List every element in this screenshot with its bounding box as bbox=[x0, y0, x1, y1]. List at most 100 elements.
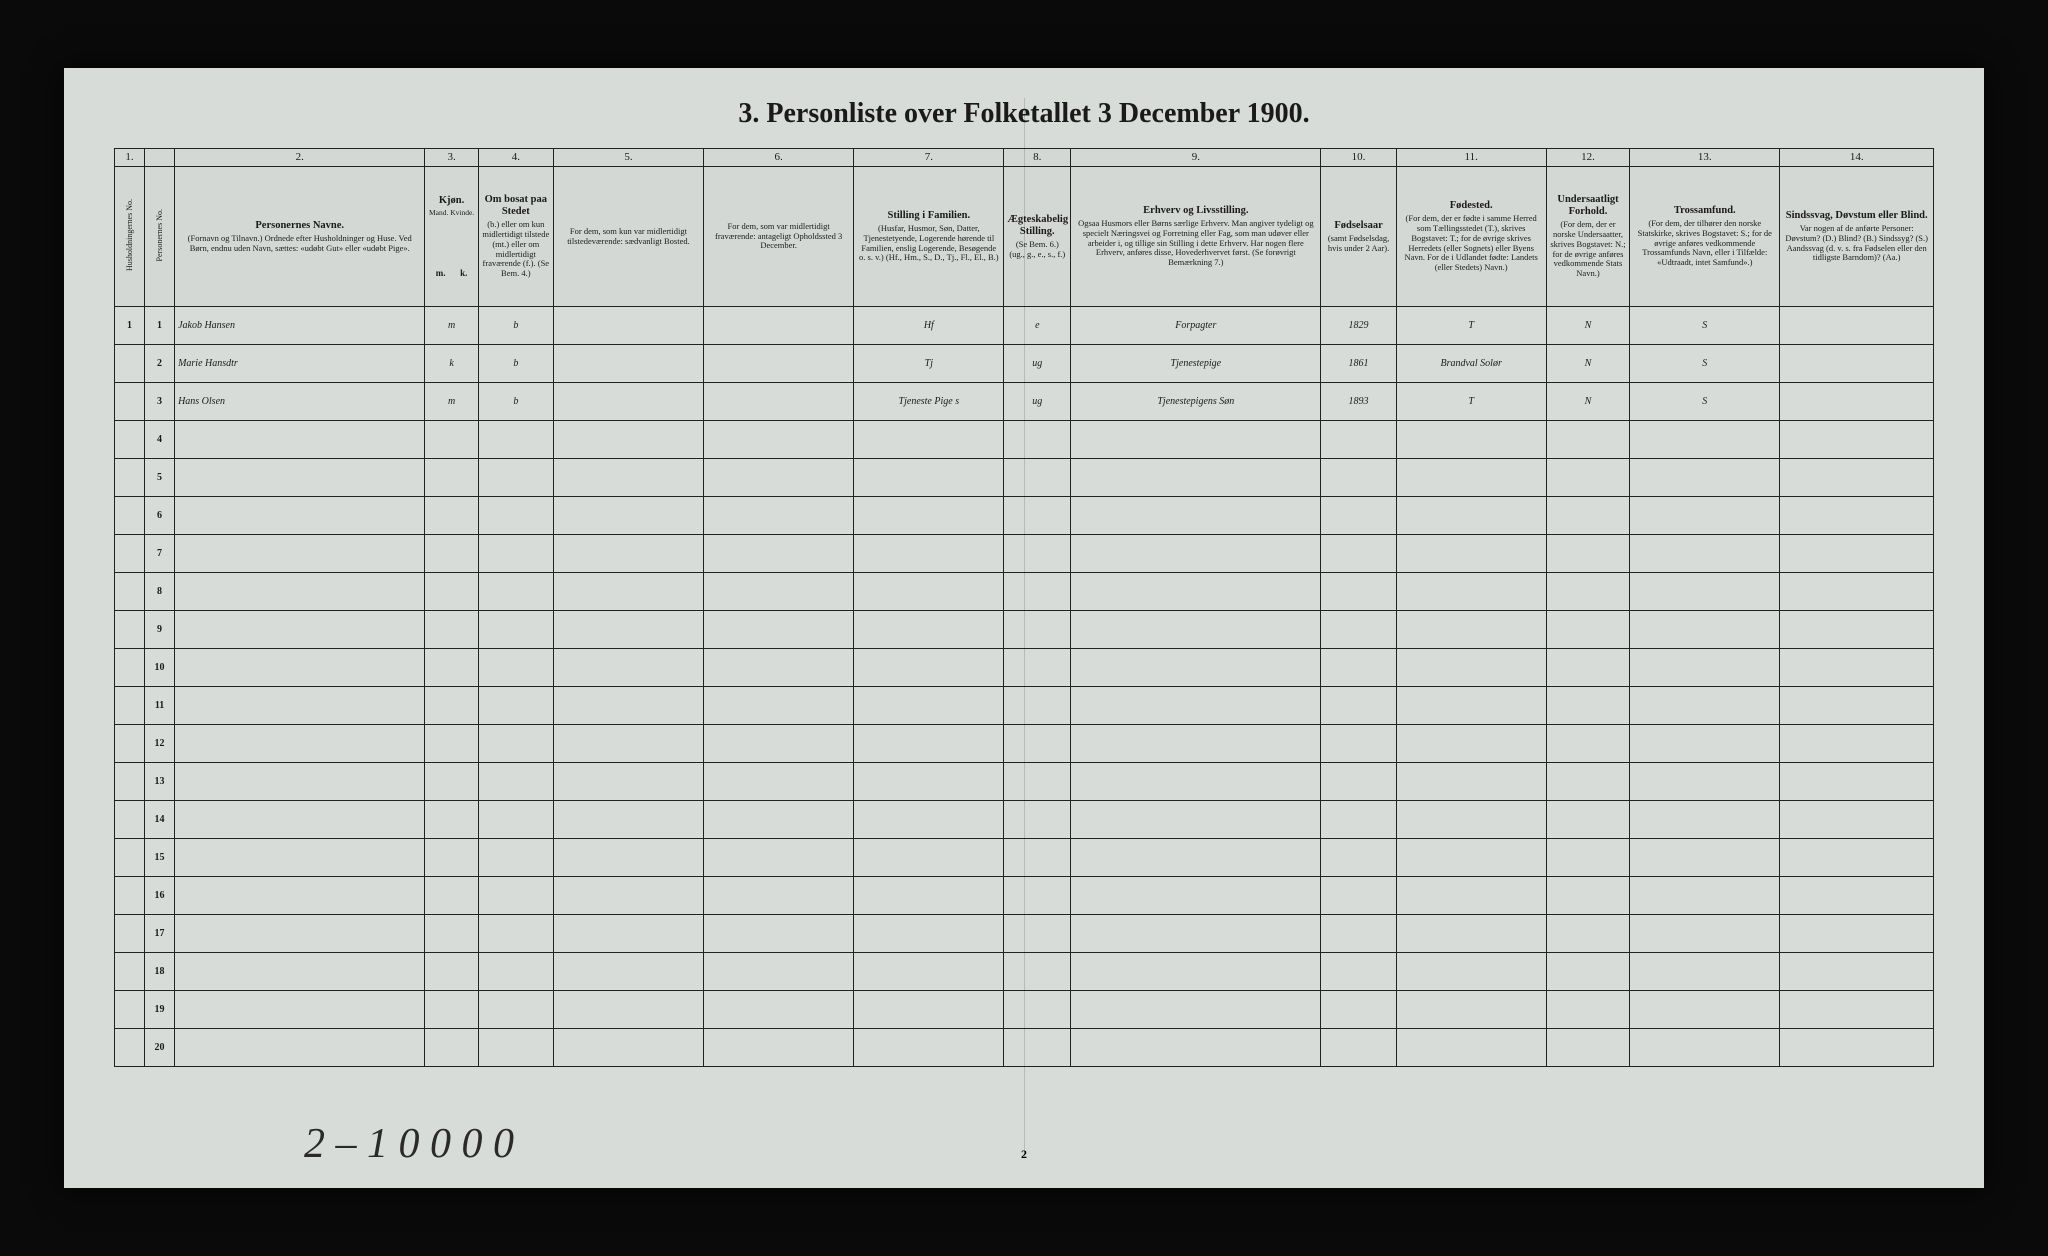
cell-empty bbox=[115, 953, 145, 991]
cell-empty bbox=[1630, 801, 1780, 839]
cell-c14 bbox=[1780, 307, 1934, 345]
cell-nat: N bbox=[1546, 307, 1629, 345]
cell-empty bbox=[115, 839, 145, 877]
cell-empty bbox=[1780, 497, 1934, 535]
cell-empty bbox=[1004, 1029, 1071, 1067]
cell-empty: 5 bbox=[145, 459, 175, 497]
cell-empty bbox=[175, 725, 425, 763]
cell-empty bbox=[1630, 763, 1780, 801]
cell-empty bbox=[1004, 573, 1071, 611]
cell-empty bbox=[1546, 573, 1629, 611]
cell-empty bbox=[425, 725, 478, 763]
cell-sex: m bbox=[425, 383, 478, 421]
cell-empty bbox=[425, 611, 478, 649]
cell-empty bbox=[425, 459, 478, 497]
cell-empty bbox=[115, 915, 145, 953]
cell-empty bbox=[115, 459, 145, 497]
cell-empty bbox=[1396, 725, 1546, 763]
cell-empty bbox=[553, 801, 703, 839]
cell-empty: 20 bbox=[145, 1029, 175, 1067]
cell-empty bbox=[1321, 915, 1396, 953]
cell-empty bbox=[1780, 763, 1934, 801]
cell-empty bbox=[1004, 915, 1071, 953]
cell-empty bbox=[1630, 497, 1780, 535]
col-header-13: Trossamfund.(For dem, der tilhører den n… bbox=[1630, 167, 1780, 307]
cell-empty bbox=[1396, 801, 1546, 839]
cell-res: b bbox=[478, 307, 553, 345]
col-num-13: 13. bbox=[1630, 149, 1780, 167]
cell-empty bbox=[704, 1029, 854, 1067]
cell-nat: N bbox=[1546, 383, 1629, 421]
cell-empty bbox=[854, 991, 1004, 1029]
cell-empty bbox=[1071, 649, 1321, 687]
cell-empty bbox=[1780, 953, 1934, 991]
cell-empty bbox=[1071, 725, 1321, 763]
cell-empty bbox=[1546, 991, 1629, 1029]
cell-empty bbox=[1071, 953, 1321, 991]
cell-empty bbox=[1630, 991, 1780, 1029]
cell-empty bbox=[1321, 991, 1396, 1029]
cell-empty bbox=[175, 801, 425, 839]
center-fold bbox=[1024, 98, 1025, 1158]
cell-hh bbox=[115, 345, 145, 383]
cell-empty bbox=[1071, 421, 1321, 459]
cell-empty bbox=[704, 497, 854, 535]
col-num-8: 8. bbox=[1004, 149, 1071, 167]
cell-empty bbox=[115, 649, 145, 687]
cell-empty bbox=[553, 953, 703, 991]
cell-empty bbox=[1780, 1029, 1934, 1067]
cell-empty bbox=[478, 1029, 553, 1067]
cell-empty bbox=[1396, 953, 1546, 991]
cell-empty bbox=[1004, 763, 1071, 801]
cell-empty: 10 bbox=[145, 649, 175, 687]
cell-empty bbox=[1630, 535, 1780, 573]
cell-empty bbox=[553, 915, 703, 953]
col-header-0: Husholdningernes No. bbox=[115, 167, 145, 307]
cell-empty bbox=[704, 877, 854, 915]
cell-empty: 19 bbox=[145, 991, 175, 1029]
cell-empty bbox=[553, 877, 703, 915]
cell-empty bbox=[1396, 763, 1546, 801]
cell-empty bbox=[1321, 497, 1396, 535]
cell-empty bbox=[175, 573, 425, 611]
cell-empty: 12 bbox=[145, 725, 175, 763]
cell-empty bbox=[1546, 459, 1629, 497]
cell-empty bbox=[704, 801, 854, 839]
cell-empty bbox=[854, 459, 1004, 497]
cell-empty bbox=[1321, 953, 1396, 991]
col-num-9: 9. bbox=[1071, 149, 1321, 167]
cell-empty bbox=[1004, 687, 1071, 725]
cell-empty bbox=[704, 611, 854, 649]
cell-empty bbox=[425, 497, 478, 535]
cell-empty bbox=[854, 801, 1004, 839]
cell-empty bbox=[425, 953, 478, 991]
cell-empty bbox=[854, 649, 1004, 687]
cell-empty bbox=[1321, 801, 1396, 839]
cell-empty bbox=[553, 763, 703, 801]
cell-empty bbox=[175, 877, 425, 915]
cell-year: 1829 bbox=[1321, 307, 1396, 345]
cell-empty bbox=[115, 421, 145, 459]
cell-empty bbox=[478, 535, 553, 573]
cell-empty bbox=[1780, 725, 1934, 763]
col-header-4: Om bosat paa Stedet(b.) eller om kun mid… bbox=[478, 167, 553, 307]
cell-empty bbox=[1004, 611, 1071, 649]
cell-empty bbox=[704, 535, 854, 573]
cell-empty bbox=[1321, 725, 1396, 763]
cell-empty: 9 bbox=[145, 611, 175, 649]
col-header-7: Stilling i Familien.(Husfar, Husmor, Søn… bbox=[854, 167, 1004, 307]
cell-birthplace: T bbox=[1396, 307, 1546, 345]
cell-nat: N bbox=[1546, 345, 1629, 383]
cell-empty bbox=[854, 687, 1004, 725]
cell-empty bbox=[115, 725, 145, 763]
cell-name: Marie Hansdtr bbox=[175, 345, 425, 383]
cell-empty bbox=[425, 763, 478, 801]
cell-year: 1861 bbox=[1321, 345, 1396, 383]
cell-empty bbox=[1546, 497, 1629, 535]
cell-empty bbox=[478, 915, 553, 953]
cell-empty bbox=[1780, 991, 1934, 1029]
cell-empty bbox=[704, 953, 854, 991]
cell-empty: 15 bbox=[145, 839, 175, 877]
cell-empty bbox=[175, 1029, 425, 1067]
cell-empty: 8 bbox=[145, 573, 175, 611]
